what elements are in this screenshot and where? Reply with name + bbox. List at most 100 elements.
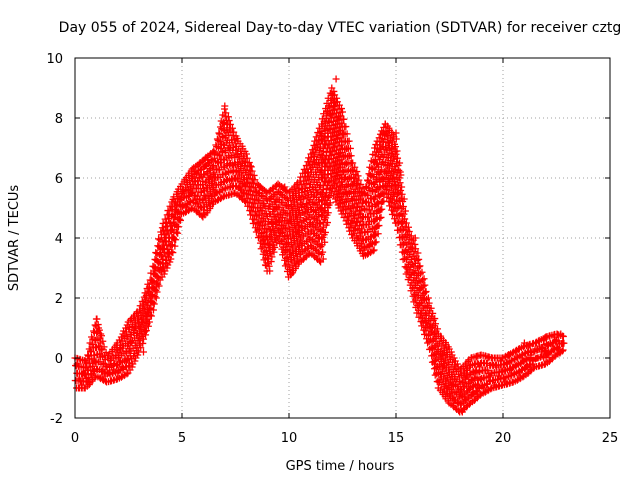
- data-point: [403, 264, 411, 272]
- data-point: [209, 163, 217, 171]
- data-point: [139, 339, 147, 347]
- data-point: [416, 262, 424, 270]
- data-point: [428, 345, 436, 353]
- data-point: [373, 159, 381, 167]
- data-point: [353, 234, 361, 242]
- data-point: [276, 228, 284, 236]
- data-point: [395, 166, 403, 174]
- data-point: [447, 348, 455, 356]
- data-point: [163, 228, 171, 236]
- data-point: [398, 183, 406, 191]
- data-point: [409, 292, 417, 300]
- data-point: [418, 276, 426, 284]
- data-point: [271, 243, 279, 251]
- axis-ticks: 0 5 10 15 20 25 -2 0 2 4 6 8 10: [46, 52, 618, 446]
- data-point: [131, 324, 139, 332]
- chart-title: Day 055 of 2024, Sidereal Day-to-day VTE…: [59, 20, 622, 36]
- data-point: [415, 263, 423, 271]
- data-point: [243, 154, 251, 162]
- data-point: [346, 144, 354, 152]
- data-point: [294, 228, 302, 236]
- data-point: [533, 354, 541, 362]
- data-point: [175, 215, 183, 223]
- data-point: [150, 300, 158, 308]
- data-point: [341, 174, 349, 182]
- data-point: [437, 351, 445, 359]
- data-point: [484, 354, 492, 362]
- data-point: [270, 248, 278, 256]
- data-point: [87, 347, 95, 355]
- data-point: [266, 242, 274, 250]
- data-point: [435, 378, 443, 386]
- data-point: [326, 102, 334, 110]
- data-point: [180, 189, 188, 197]
- data-point: [157, 246, 165, 254]
- data-point: [460, 393, 468, 401]
- data-point: [305, 154, 313, 162]
- x-tick-label: 10: [281, 431, 298, 446]
- data-point: [257, 184, 265, 192]
- data-point: [110, 366, 118, 374]
- data-point: [242, 180, 250, 188]
- data-point: [242, 150, 250, 158]
- data-point: [324, 108, 332, 116]
- data-point: [422, 318, 430, 326]
- data-point: [317, 204, 325, 212]
- data-point: [298, 222, 306, 230]
- data-point: [349, 167, 357, 174]
- data-point: [328, 90, 336, 98]
- data-point: [212, 189, 220, 197]
- data-point: [82, 363, 90, 371]
- data-point: [510, 363, 518, 371]
- data-point: [317, 212, 325, 220]
- data-point: [351, 222, 359, 230]
- data-point: [381, 189, 389, 197]
- data-point: [146, 288, 154, 296]
- data-point: [415, 255, 423, 263]
- data-point: [505, 351, 513, 359]
- data-point: [339, 108, 346, 116]
- data-point: [480, 384, 488, 392]
- data-point: [416, 270, 424, 278]
- data-point: [123, 370, 131, 378]
- data-point: [234, 150, 242, 158]
- data-point: [217, 138, 225, 146]
- data-point: [473, 387, 481, 395]
- data-point: [319, 248, 327, 256]
- data-point: [273, 239, 281, 247]
- data-point: [386, 187, 394, 195]
- data-point: [281, 183, 289, 191]
- data-point: [92, 315, 100, 323]
- data-point: [137, 344, 145, 352]
- data-point: [432, 349, 440, 357]
- data-point: [187, 190, 195, 198]
- data-point: [420, 294, 428, 302]
- data-point: [324, 209, 332, 217]
- data-point: [393, 158, 401, 166]
- data-point: [315, 234, 323, 242]
- data-point: [272, 204, 280, 212]
- data-point: [343, 130, 351, 138]
- data-point: [404, 238, 412, 246]
- data-point: [400, 195, 408, 203]
- data-point: [333, 94, 341, 102]
- data-point: [166, 258, 174, 266]
- data-point: [407, 270, 415, 278]
- data-point: [334, 114, 342, 122]
- data-point: [224, 113, 232, 121]
- data-point: [100, 343, 108, 351]
- data-point: [404, 223, 412, 231]
- data-point: [245, 159, 253, 167]
- data-point: [321, 159, 329, 167]
- data-point: [512, 348, 520, 356]
- data-point: [317, 166, 325, 174]
- data-point: [381, 120, 389, 128]
- data-point: [401, 207, 409, 215]
- data-point: [250, 171, 258, 179]
- data-point: [406, 235, 414, 243]
- data-point: [353, 168, 361, 176]
- data-point: [238, 192, 246, 200]
- data-point: [268, 219, 276, 227]
- data-point: [418, 268, 426, 276]
